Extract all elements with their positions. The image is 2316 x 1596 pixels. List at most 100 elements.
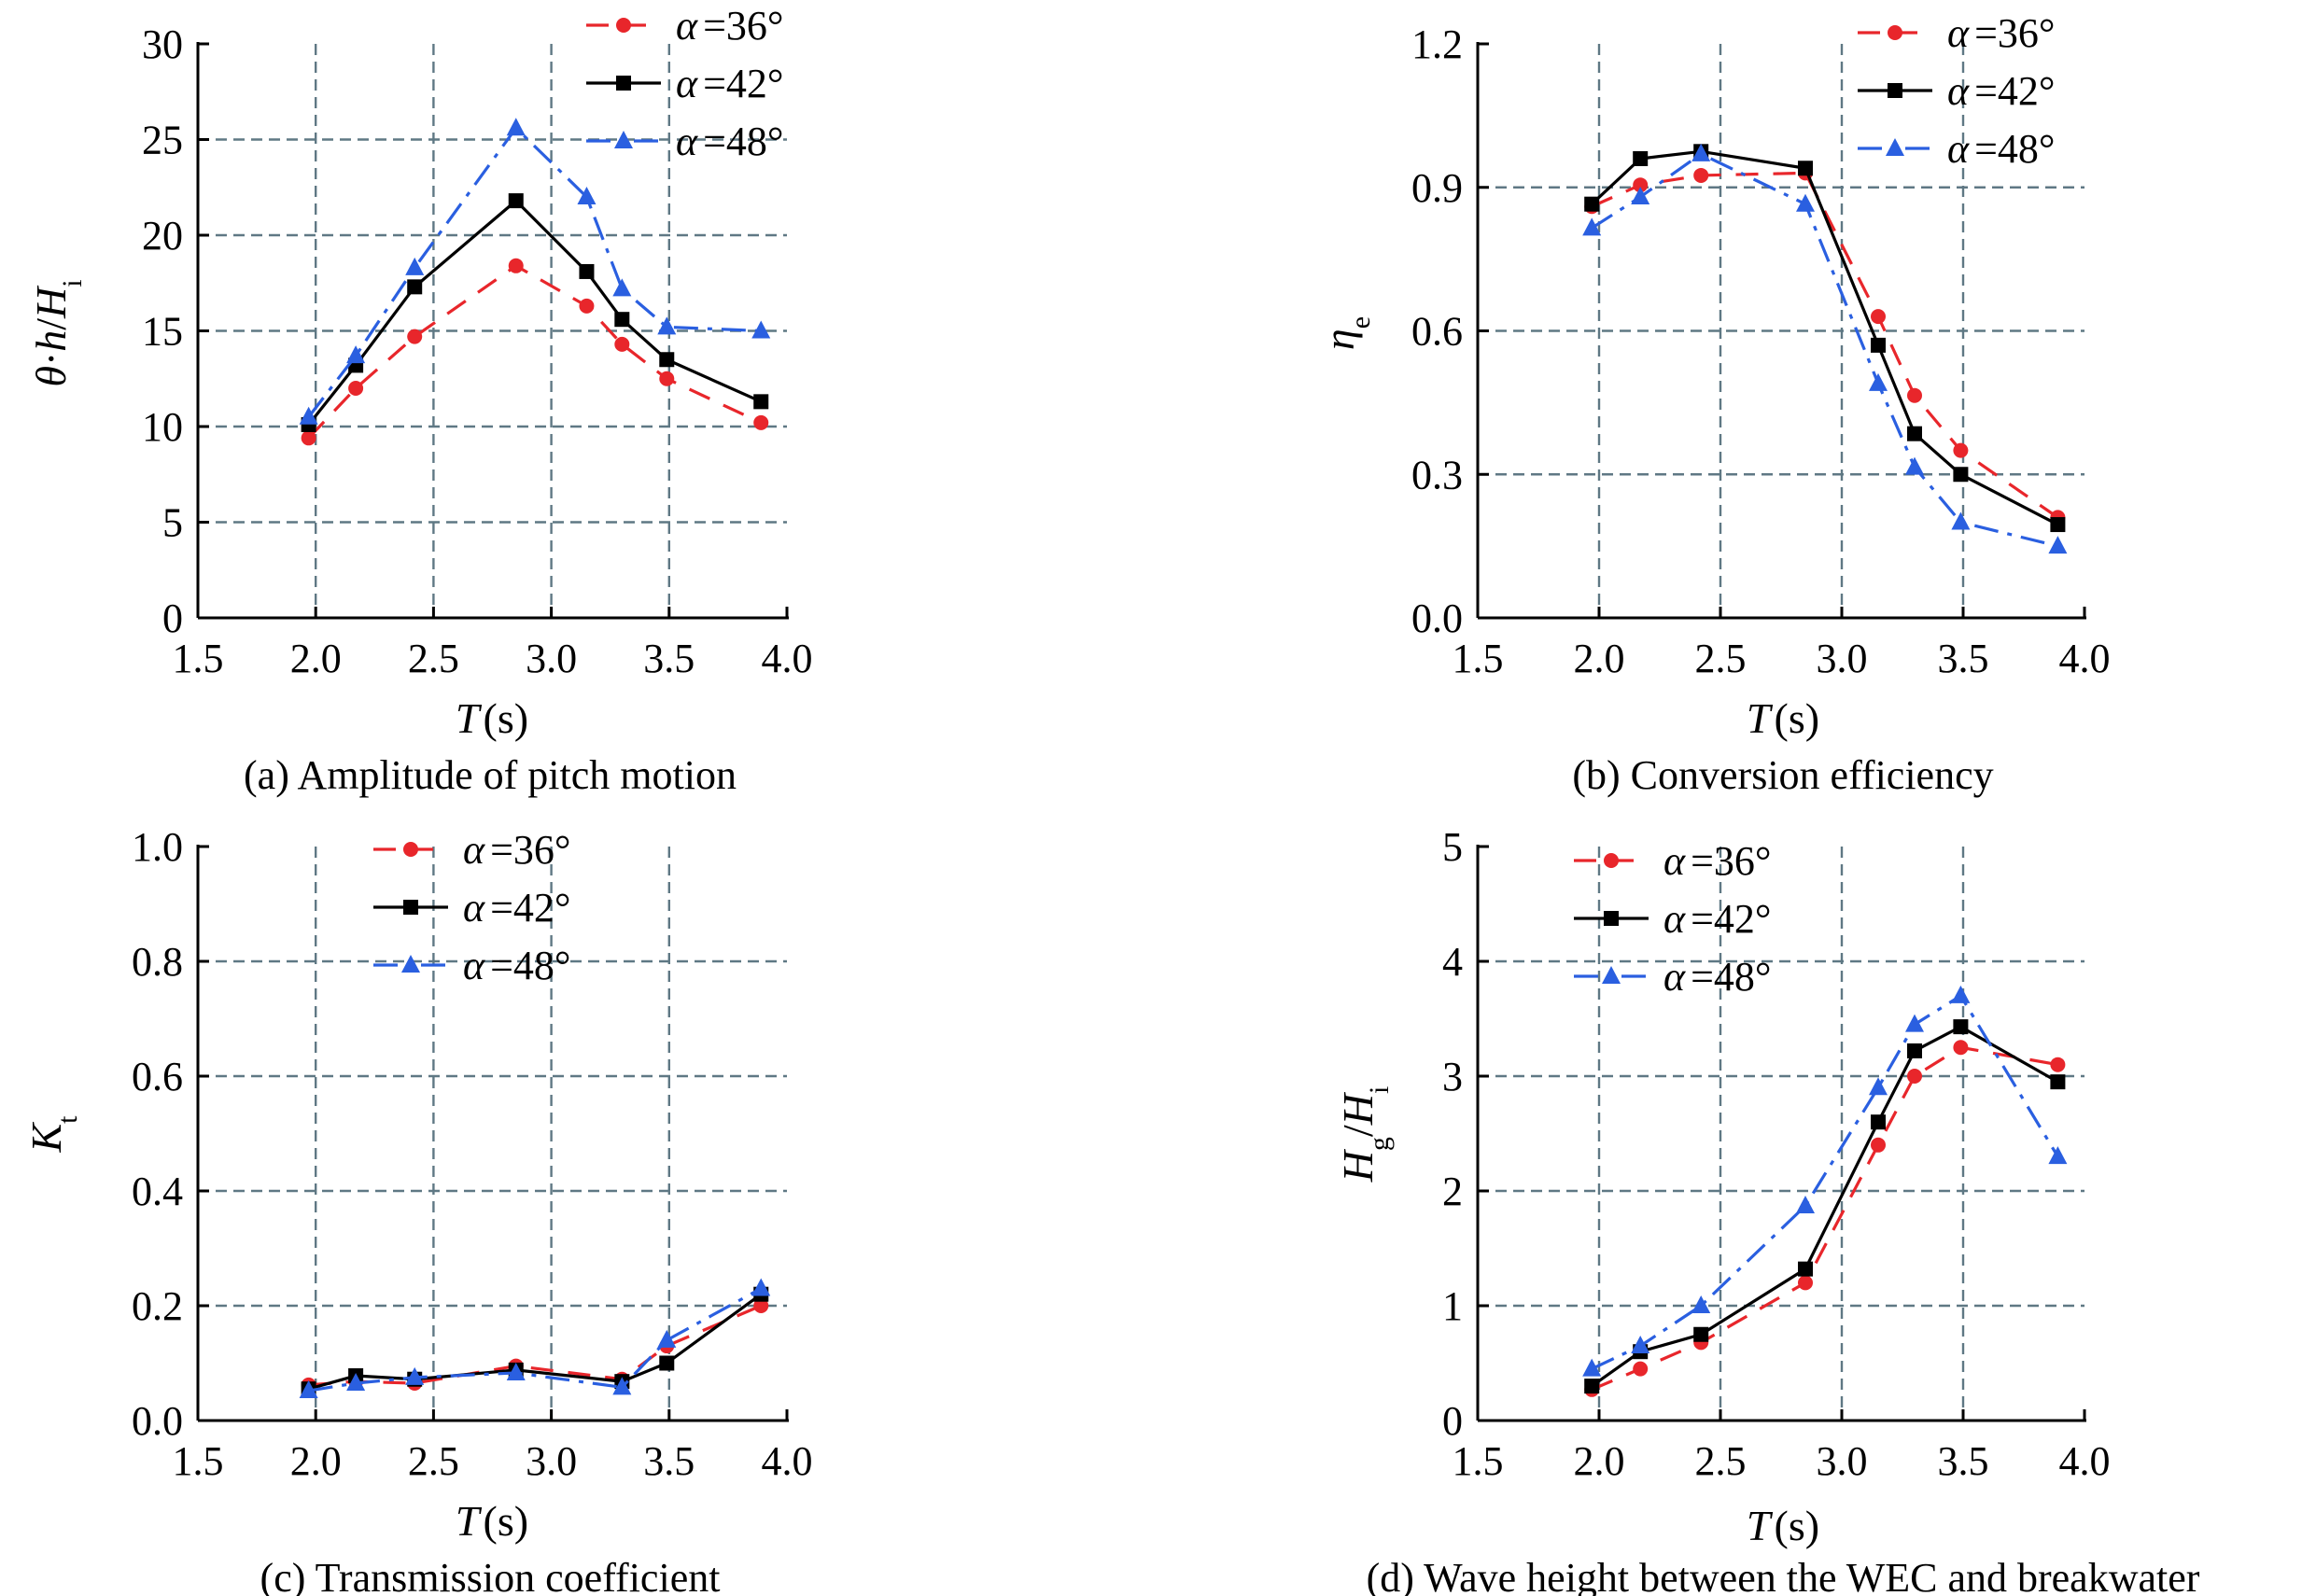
legend-label: α =36° xyxy=(676,3,784,49)
data-point xyxy=(1633,177,1649,193)
data-point xyxy=(753,394,769,410)
data-point xyxy=(614,336,630,352)
data-point xyxy=(1798,161,1813,176)
data-point xyxy=(1907,426,1922,441)
data-point xyxy=(659,1355,675,1371)
x-tick-label: 3.0 xyxy=(526,636,577,681)
legend: α =36° α =42° α =48° xyxy=(1574,838,1772,1000)
data-point xyxy=(1796,1195,1815,1213)
legend-label: α =42° xyxy=(1947,68,2056,114)
y-axis-title: Kt xyxy=(22,1115,83,1154)
data-point xyxy=(1693,1326,1709,1342)
y-tick-label: 0.0 xyxy=(1411,595,1463,641)
x-axis-title: T(s) xyxy=(1747,694,1819,742)
data-point xyxy=(508,193,524,209)
series-42 xyxy=(301,1286,769,1397)
series-36 xyxy=(301,258,769,446)
data-point xyxy=(614,312,630,328)
legend-marker xyxy=(1604,911,1619,926)
data-point xyxy=(1871,337,1886,353)
y-tick-label: 0 xyxy=(1442,1398,1463,1444)
series-line xyxy=(308,1287,763,1393)
y-tick-label: 0.6 xyxy=(132,1054,183,1099)
data-point xyxy=(2050,1057,2066,1072)
series-line xyxy=(1591,152,2058,548)
x-tick-label: 3.5 xyxy=(643,636,695,681)
data-point xyxy=(1584,1379,1600,1394)
legend-label: α =42° xyxy=(676,61,784,106)
x-tick-label: 2.5 xyxy=(1695,636,1747,681)
y-tick-label: 15 xyxy=(142,309,183,355)
legend-marker xyxy=(1602,966,1621,984)
y-tick-label: 10 xyxy=(142,404,183,450)
data-point xyxy=(579,263,595,279)
y-tick-label: 25 xyxy=(142,118,183,163)
x-tick-label: 1.5 xyxy=(173,1438,224,1484)
data-point xyxy=(1691,1295,1711,1313)
y-tick-label: 0 xyxy=(162,595,183,641)
series-42 xyxy=(301,193,769,432)
subplot-caption: (b) Conversion efficiency xyxy=(1572,752,1993,798)
y-tick-label: 0.0 xyxy=(132,1398,183,1444)
y-tick-label: 1.2 xyxy=(1411,21,1463,67)
data-point xyxy=(299,1380,318,1399)
data-point xyxy=(2050,1074,2066,1090)
legend-marker xyxy=(616,18,631,33)
x-tick-label: 4.0 xyxy=(762,1438,813,1484)
chart-d: 1.5 2.0 2.5 3.0 3.5 4.0 0 1 2 3 4 5 α =36° α =42° α =48° T… xyxy=(1334,824,2200,1596)
data-point xyxy=(2050,517,2066,533)
y-tick-label: 1.0 xyxy=(132,824,183,870)
data-point xyxy=(407,329,423,344)
data-point xyxy=(1582,217,1602,236)
x-tick-label: 4.0 xyxy=(2059,636,2111,681)
data-point xyxy=(1796,193,1815,212)
data-point xyxy=(405,257,425,275)
data-point xyxy=(348,381,364,396)
data-point xyxy=(1871,309,1886,325)
data-point xyxy=(1871,1114,1886,1130)
series-line xyxy=(1591,149,2059,526)
series-line xyxy=(307,263,762,440)
data-point xyxy=(1633,151,1649,166)
data-point xyxy=(1951,511,1971,530)
data-point xyxy=(1693,167,1709,183)
x-tick-label: 2.5 xyxy=(408,636,459,681)
gridlines xyxy=(198,847,787,1421)
y-tick-label: 5 xyxy=(162,500,183,546)
data-point xyxy=(1907,387,1922,403)
data-point xyxy=(1953,442,1969,458)
series-48 xyxy=(1582,143,2068,554)
data-point xyxy=(1869,372,1888,391)
data-point xyxy=(579,298,595,314)
x-tick-label: 2.0 xyxy=(290,636,342,681)
legend: α =36° α =42° α =48° xyxy=(586,3,784,164)
data-point xyxy=(506,118,526,136)
x-tick-label: 2.0 xyxy=(1574,1438,1625,1484)
y-tick-label: 0.2 xyxy=(132,1283,183,1329)
y-tick-label: 0.3 xyxy=(1411,452,1463,497)
legend-marker xyxy=(1888,25,1902,40)
data-point xyxy=(1798,1275,1813,1291)
series-line xyxy=(307,125,762,418)
x-axis-title: T(s) xyxy=(1747,1502,1819,1549)
data-point xyxy=(612,1377,632,1395)
x-tick-label: 4.0 xyxy=(762,636,813,681)
subplot-caption: (d) Wave height between the WEC and brea… xyxy=(1367,1555,2200,1596)
y-tick-label: 0.8 xyxy=(132,939,183,985)
legend-label: α =42° xyxy=(463,885,571,931)
data-point xyxy=(1869,1077,1888,1096)
series-line xyxy=(1591,171,2059,519)
y-axis-title: Hg/Hi xyxy=(1334,1086,1395,1183)
legend-label: α =36° xyxy=(463,827,571,873)
data-point xyxy=(1953,467,1969,483)
x-tick-label: 3.0 xyxy=(1817,636,1868,681)
legend-label: α =48° xyxy=(1947,126,2056,172)
legend-label: α =48° xyxy=(676,119,784,164)
legend: α =36° α =42° α =48° xyxy=(1858,10,2056,172)
data-point xyxy=(2048,1146,2068,1165)
data-point xyxy=(1907,1043,1922,1058)
data-point xyxy=(1798,1261,1813,1277)
data-point xyxy=(1582,1358,1602,1377)
data-point xyxy=(1907,1069,1922,1084)
